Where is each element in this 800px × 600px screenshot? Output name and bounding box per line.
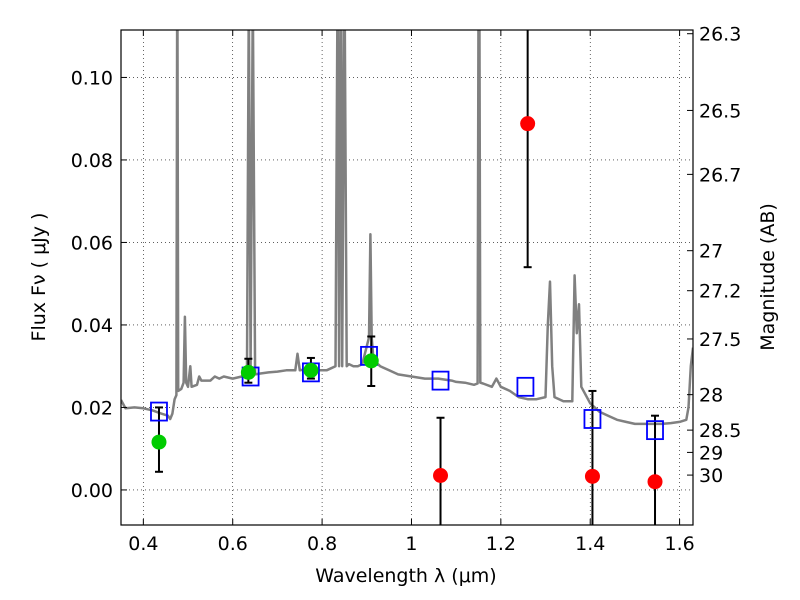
x-tick-label: 0.4 [128,533,158,555]
y2-tick-label: 26.5 [699,100,741,122]
x-tick-label: 0.6 [218,533,248,555]
plot-area [121,30,693,525]
model-photometry-square [646,420,664,441]
y2-tick-label: 28 [699,385,723,407]
non-detection-point [647,474,663,490]
y2-tick-label: 26.3 [699,24,741,46]
detection-point [151,434,167,450]
model-photometry-square [516,376,535,397]
model-photometry-square [583,409,602,429]
y2-tick-label: 26.7 [699,164,741,186]
y-tick-label: 0.00 [71,480,113,502]
grid [121,30,693,525]
y2-tick-label: 30 [699,465,723,487]
y2-axis-title: Magnitude (AB) [757,203,779,351]
x-axis-title: Wavelength λ (μm) [315,565,496,587]
ticks: 0.4 0.6 0.8 1 1.2 1.4 1.6 0.00 0.02 0.04 0.06 0.08 0… [71,24,742,555]
y-tick-label: 0.04 [71,315,113,337]
x-tick-label: 1.4 [575,533,605,555]
detection-point [240,364,256,380]
y2-tick-label: 27.5 [699,329,741,351]
y-tick-label: 0.08 [71,150,113,172]
x-tick-label: 0.8 [307,533,337,555]
x-tick-label: 1 [405,533,417,555]
x-tick-label: 1.2 [486,533,516,555]
detection-point [363,353,379,369]
non-detection-point [433,468,449,483]
model-photometry-square [150,401,168,422]
y-tick-label: 0.06 [71,232,113,254]
model-spectrum-line [121,30,693,426]
y-tick-label: 0.02 [71,397,113,419]
y2-tick-label: 27 [699,241,723,263]
y2-tick-label: 29 [699,442,723,464]
plot-frame [120,29,694,526]
non-detection-point [584,468,600,484]
y2-tick-label: 27.2 [699,281,741,303]
model-photometry-square [431,370,450,391]
x-tick-label: 1.6 [664,533,694,555]
y-axis-title: Flux Fν ( μJy ) [28,213,50,342]
plot-layer [121,30,693,525]
y2-tick-label: 28.5 [699,420,741,442]
detection-point [303,362,319,378]
y-tick-label: 0.10 [71,67,113,89]
non-detection-point [520,116,536,132]
